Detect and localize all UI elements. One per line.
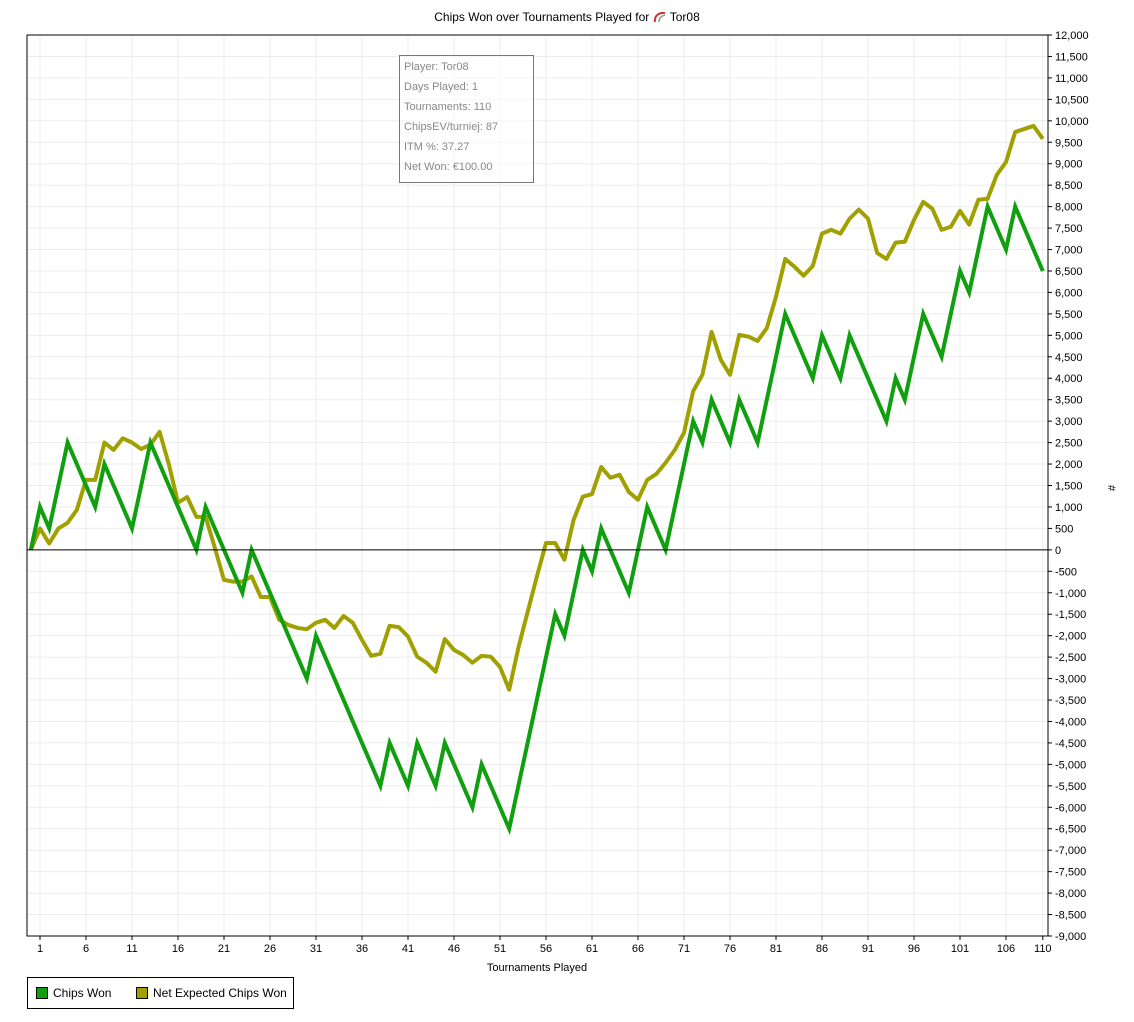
y-tick-label: -7,500 xyxy=(1055,867,1086,879)
y-tick-label: 6,000 xyxy=(1055,287,1083,299)
x-tick-label: 6 xyxy=(83,943,89,955)
y-tick-label: -8,000 xyxy=(1055,888,1086,900)
x-tick-label: 101 xyxy=(951,943,969,955)
x-tick-label: 41 xyxy=(402,943,414,955)
x-tick-label: 26 xyxy=(264,943,276,955)
stat-days-played: Days Played: 1 xyxy=(404,81,478,93)
y-tick-label: -8,500 xyxy=(1055,910,1086,922)
chart-title-text: Chips Won over Tournaments Played for xyxy=(434,10,650,24)
stat-player: Player: Tor08 xyxy=(404,61,469,73)
y-tick-label: 0 xyxy=(1055,545,1061,557)
y-tick-label: -6,000 xyxy=(1055,802,1086,814)
y-tick-label: -7,000 xyxy=(1055,845,1086,857)
y-tick-label: 6,500 xyxy=(1055,266,1083,278)
x-tick-label: 106 xyxy=(997,943,1015,955)
y-tick-label: 1,500 xyxy=(1055,481,1083,493)
legend: Chips Won Net Expected Chips Won xyxy=(27,977,294,1009)
y-tick-label: 4,000 xyxy=(1055,373,1083,385)
x-tick-label: 36 xyxy=(356,943,368,955)
y-tick-label: -2,000 xyxy=(1055,631,1086,643)
site-logo-icon xyxy=(653,11,665,23)
y-tick-label: 9,500 xyxy=(1055,137,1083,149)
y-tick-label: -4,500 xyxy=(1055,738,1086,750)
x-tick-label: 96 xyxy=(908,943,920,955)
chart-title: Chips Won over Tournaments Played for To… xyxy=(0,10,1134,24)
y-tick-label: 2,000 xyxy=(1055,459,1083,471)
legend-swatch-net-expected xyxy=(136,987,148,999)
x-tick-label: 16 xyxy=(172,943,184,955)
y-tick-label: 2,500 xyxy=(1055,438,1083,450)
y-tick-label: 11,000 xyxy=(1055,73,1088,85)
series-lines xyxy=(28,123,1045,836)
y-tick-label: -5,500 xyxy=(1055,781,1086,793)
x-tick-label: 71 xyxy=(678,943,690,955)
chart-title-player: Tor08 xyxy=(669,10,700,24)
y-tick-label: 5,500 xyxy=(1055,309,1083,321)
x-tick-label: 66 xyxy=(632,943,644,955)
y-tick-label: -9,000 xyxy=(1055,931,1086,943)
x-tick-label: 91 xyxy=(862,943,874,955)
stat-chipsev: ChipsEV/turniej: 87 xyxy=(404,121,499,133)
y-tick-label: -5,000 xyxy=(1055,759,1086,771)
axes: -9,000 -8,500 -8,000 -7,500 -7,000 -6,500 -6,0… xyxy=(26,30,1089,955)
y-tick-label: 7,000 xyxy=(1055,245,1083,257)
y-tick-label: 9,000 xyxy=(1055,159,1083,171)
legend-swatch-chips-won xyxy=(36,987,48,999)
stat-tournaments: Tournaments: 110 xyxy=(404,101,492,113)
y-tick-label: 8,000 xyxy=(1055,202,1083,214)
y-tick-label: 1,000 xyxy=(1055,502,1083,514)
y-tick-label: 7,500 xyxy=(1055,223,1083,235)
series-line-chips-won xyxy=(28,200,1045,836)
plot-frame xyxy=(26,34,1049,937)
x-tick-label: 21 xyxy=(218,943,230,955)
y-tick-label: 5,000 xyxy=(1055,330,1083,342)
x-tick-label: 11 xyxy=(126,943,137,955)
series-line-net-expected-chips-won xyxy=(28,123,1045,692)
y-tick-label: 3,500 xyxy=(1055,395,1083,407)
stat-itm: ITM %: 37.27 xyxy=(404,141,470,153)
y-tick-label: -3,500 xyxy=(1055,695,1086,707)
y-tick-label: -6,500 xyxy=(1055,824,1086,836)
y-tick-label: 3,000 xyxy=(1055,416,1083,428)
y-axis-label: # xyxy=(1105,485,1117,492)
legend-item-chips-won: Chips Won xyxy=(36,986,111,1000)
player-stats-box: Player: Tor08 Days Played: 1 Tournaments… xyxy=(399,55,534,183)
y-tick-label: 4,500 xyxy=(1055,352,1083,364)
x-tick-label: 81 xyxy=(770,943,782,955)
legend-item-net-expected: Net Expected Chips Won xyxy=(136,986,287,1000)
y-tick-label: -4,000 xyxy=(1055,716,1086,728)
legend-label: Net Expected Chips Won xyxy=(153,986,287,1000)
x-tick-label: 51 xyxy=(494,943,506,955)
stat-net-won: Net Won: €100.00 xyxy=(404,161,493,173)
grid xyxy=(27,34,1048,937)
x-tick-label: 86 xyxy=(816,943,828,955)
x-tick-label: 1 xyxy=(37,943,43,955)
y-tick-label: -2,500 xyxy=(1055,652,1086,664)
x-tick-label: 46 xyxy=(448,943,460,955)
y-tick-label: -3,000 xyxy=(1055,674,1086,686)
x-tick-label: 31 xyxy=(310,943,322,955)
y-tick-label: 11,500 xyxy=(1055,51,1088,63)
x-tick-label: 110 xyxy=(1034,943,1052,955)
y-tick-label: 10,000 xyxy=(1055,116,1089,128)
y-tick-label: 500 xyxy=(1055,523,1073,535)
x-tick-label: 76 xyxy=(724,943,736,955)
x-tick-label: 61 xyxy=(586,943,598,955)
y-tick-label: -500 xyxy=(1055,566,1077,578)
y-tick-label: 12,000 xyxy=(1055,30,1089,42)
y-tick-label: -1,500 xyxy=(1055,609,1086,621)
y-tick-label: 8,500 xyxy=(1055,180,1083,192)
y-tick-label: 10,500 xyxy=(1055,94,1089,106)
x-axis-label: Tournaments Played xyxy=(487,962,587,974)
y-tick-label: -1,000 xyxy=(1055,588,1086,600)
x-tick-label: 56 xyxy=(540,943,552,955)
legend-label: Chips Won xyxy=(53,986,112,1000)
